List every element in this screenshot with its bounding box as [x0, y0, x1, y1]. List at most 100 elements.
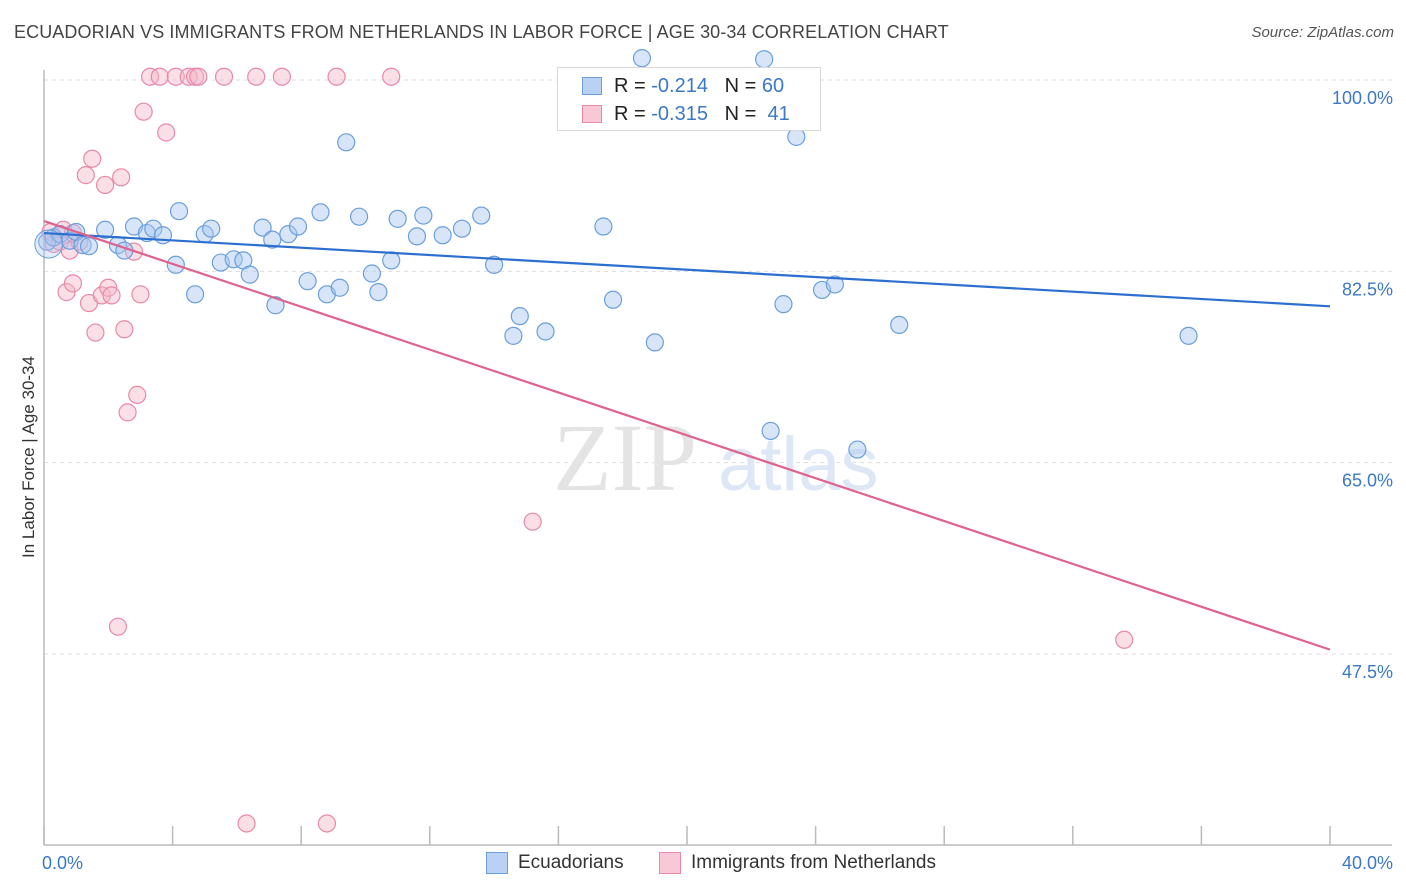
- trend-line-ecuadorians: [43, 231, 1331, 308]
- legend-r-label: R =: [614, 102, 646, 125]
- data-point-ecuadorian: [298, 272, 317, 291]
- data-point-netherlands: [63, 274, 83, 293]
- data-point-ecuadorian: [536, 322, 555, 341]
- x-tick-label: 40.0%: [1342, 853, 1393, 873]
- legend-row-ecuadorians: R = -0.214 N = 60: [582, 73, 784, 99]
- legend-item-netherlands: Immigrants from Netherlands: [659, 852, 936, 874]
- data-point-ecuadorian: [202, 219, 221, 238]
- data-point-netherlands: [189, 67, 208, 86]
- data-point-netherlands: [128, 385, 147, 404]
- x-tick-labels: 0.0% 40.0%: [42, 853, 1393, 873]
- data-point-netherlands: [115, 320, 134, 339]
- data-point-ecuadorian: [288, 217, 308, 236]
- data-point-ecuadorian: [369, 283, 388, 302]
- legend-row-netherlands: R = -0.315 N = 41: [582, 101, 790, 127]
- data-point-ecuadorian: [95, 220, 115, 239]
- data-point-netherlands: [118, 403, 137, 422]
- data-point-ecuadorian: [382, 251, 401, 270]
- data-point-ecuadorian: [472, 206, 491, 225]
- data-point-netherlands: [83, 149, 102, 168]
- data-point-netherlands: [95, 175, 115, 195]
- legend-item-ecuadorians: Ecuadorians: [486, 852, 624, 874]
- data-point-ecuadorian: [485, 255, 504, 274]
- data-point-ecuadorian: [263, 230, 282, 249]
- y-tick-labels: 100.0% 82.5% 65.0% 47.5%: [1332, 88, 1393, 682]
- watermark-atlas: atlas: [718, 422, 879, 507]
- data-point-netherlands: [247, 67, 266, 86]
- data-point-ecuadorian: [452, 219, 472, 238]
- data-point-netherlands: [112, 168, 131, 187]
- data-point-ecuadorian: [825, 275, 844, 294]
- legend-r-label: R =: [614, 74, 646, 97]
- legend-n-value: 41: [767, 102, 790, 125]
- data-point-netherlands: [108, 617, 128, 636]
- data-point-netherlands: [237, 814, 256, 833]
- data-point-netherlands: [76, 166, 95, 185]
- data-point-ecuadorian: [407, 227, 427, 246]
- legend-n-label: N =: [724, 102, 757, 125]
- data-point-ecuadorian: [349, 207, 369, 226]
- data-point-ecuadorian: [632, 49, 652, 68]
- legend-swatch-blue: [486, 852, 508, 874]
- data-point-netherlands: [317, 814, 337, 833]
- data-point-ecuadorian: [1179, 326, 1198, 345]
- data-point-netherlands: [131, 285, 150, 304]
- watermark: ZIP atlas: [553, 404, 879, 511]
- data-point-ecuadorian: [224, 250, 243, 269]
- chart-title: ECUADORIAN VS IMMIGRANTS FROM NETHERLAND…: [14, 22, 949, 42]
- data-point-ecuadorian: [761, 421, 780, 441]
- legend-n-label: N =: [724, 74, 757, 97]
- y-tick-label: 100.0%: [1332, 88, 1393, 108]
- data-point-ecuadorian: [645, 333, 664, 352]
- y-tick-label: 65.0%: [1342, 471, 1393, 491]
- data-point-netherlands: [150, 67, 169, 86]
- y-tick-label: 82.5%: [1342, 279, 1393, 299]
- legend-swatch-blue: [582, 77, 602, 95]
- data-point-ecuadorian: [755, 50, 774, 69]
- data-point-ecuadorian: [337, 133, 356, 152]
- data-point-ecuadorian: [240, 265, 259, 284]
- data-point-netherlands: [102, 286, 121, 305]
- data-point-ecuadorian: [433, 226, 452, 245]
- legend-swatch-pink: [582, 105, 602, 123]
- legend-r-value: -0.315: [651, 102, 708, 125]
- data-point-ecuadorian: [79, 237, 99, 256]
- y-axis-label: In Labor Force | Age 30-34: [19, 356, 38, 558]
- data-point-netherlands: [523, 512, 542, 531]
- data-point-netherlands: [134, 102, 153, 121]
- legend-swatch-pink: [659, 852, 681, 874]
- data-point-ecuadorian: [266, 296, 285, 315]
- data-point-netherlands: [1115, 630, 1134, 649]
- data-point-ecuadorian: [144, 219, 163, 238]
- data-point-netherlands: [140, 67, 160, 86]
- data-point-ecuadorian: [169, 202, 189, 221]
- source-note: Source: ZipAtlas.com: [1251, 24, 1394, 41]
- legend-label: Ecuadorians: [518, 852, 624, 873]
- data-point-ecuadorian: [330, 278, 349, 297]
- data-point-ecuadorian: [848, 440, 867, 459]
- data-point-ecuadorian: [186, 285, 205, 304]
- data-point-ecuadorian: [504, 326, 523, 345]
- data-point-ecuadorian: [774, 295, 793, 314]
- x-tick-label: 0.0%: [42, 853, 83, 873]
- data-point-ecuadorian: [890, 315, 909, 335]
- data-point-ecuadorian: [362, 264, 382, 283]
- axes: [43, 70, 1392, 846]
- data-point-netherlands: [272, 67, 292, 86]
- series-legend: Ecuadorians Immigrants from Netherlands: [0, 852, 1406, 878]
- data-point-ecuadorian: [253, 218, 272, 237]
- series-netherlands-points: [41, 67, 1134, 833]
- data-point-ecuadorian: [414, 206, 433, 225]
- data-point-ecuadorian: [594, 217, 613, 236]
- trend-line-netherlands: [43, 219, 1331, 651]
- watermark-zip: ZIP: [553, 404, 697, 511]
- legend-r-value: -0.214: [651, 74, 708, 97]
- data-point-ecuadorian: [311, 203, 330, 222]
- grid-lines: [44, 79, 1392, 655]
- data-point-netherlands: [166, 67, 185, 86]
- data-point-netherlands: [86, 323, 105, 342]
- data-point-ecuadorian: [388, 209, 407, 228]
- data-point-netherlands: [179, 67, 198, 86]
- data-point-netherlands: [157, 123, 176, 142]
